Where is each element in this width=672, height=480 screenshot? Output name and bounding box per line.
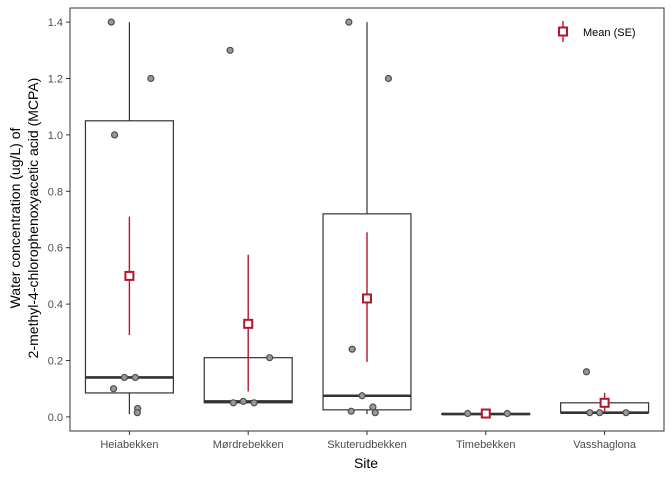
data-point: [226, 46, 234, 54]
x-axis-title: Site: [354, 455, 378, 471]
legend: Mean (SE): [558, 21, 636, 42]
mean-se-heiabekken: [124, 216, 135, 336]
data-point: [596, 409, 604, 417]
mean-se-skuterudbekken: [362, 232, 372, 362]
data-point: [266, 354, 274, 362]
x-tick-label: Mørdrebekken: [213, 439, 284, 451]
x-axis: Heiabekken Mørdrebekken Skuterudbekken Time…: [100, 431, 637, 451]
mean-marker: [124, 270, 135, 281]
mean-se-vasshaglona: [599, 392, 610, 412]
legend-mean-marker: [558, 26, 568, 37]
data-point: [503, 409, 511, 418]
y-tick-label: 0.4: [48, 299, 63, 311]
data-point: [345, 18, 353, 26]
data-point: [110, 131, 119, 139]
y-tick-label: 0.6: [48, 243, 63, 255]
data-point: [622, 409, 630, 417]
y-axis: 0.0 0.2 0.4 0.6 0.8 1.0 1.2 1.4: [48, 17, 70, 424]
mean-marker: [243, 318, 254, 329]
data-point: [109, 385, 118, 393]
data-point: [133, 409, 141, 417]
data-point: [107, 18, 115, 26]
data-point: [582, 368, 591, 376]
y-tick-label: 0.2: [48, 356, 63, 368]
data-point: [250, 399, 258, 407]
y-tick-label: 1.2: [48, 74, 63, 86]
y-tick-label: 1.4: [48, 17, 63, 29]
mean-marker: [362, 293, 372, 304]
x-tick-label: Heiabekken: [100, 439, 158, 451]
data-point: [348, 345, 356, 353]
data-point: [586, 409, 594, 417]
mean-marker: [599, 397, 610, 408]
data-point: [384, 74, 393, 83]
data-point: [120, 373, 129, 382]
legend-label-mean-se: Mean (SE): [583, 27, 636, 39]
y-axis-title-line-1: Water concentration (ug/L) of: [7, 127, 23, 308]
mean-marker: [480, 408, 491, 419]
y-tick-label: 0.0: [48, 412, 63, 424]
data-point: [229, 399, 237, 407]
y-tick-label: 0.8: [48, 186, 63, 198]
y-axis-title-line-2: 2-methyl-4-chlorophenoxyacetic acid (MCP…: [25, 78, 41, 359]
plot-panel: [69, 7, 665, 432]
data-point: [239, 397, 247, 405]
y-tick-label: 1.0: [48, 130, 63, 142]
x-tick-label: Timebekken: [456, 439, 516, 451]
data-point: [347, 407, 355, 415]
data-point: [371, 409, 379, 417]
data-point: [147, 74, 155, 83]
x-tick-label: Vasshaglona: [573, 439, 637, 451]
mean-se-m-rdrebekken: [243, 254, 254, 392]
data-point: [131, 373, 139, 382]
mean-se-timebekken: [480, 408, 491, 419]
data-point: [464, 409, 472, 418]
x-tick-label: Skuterudbekken: [327, 439, 407, 451]
data-point: [358, 392, 366, 400]
